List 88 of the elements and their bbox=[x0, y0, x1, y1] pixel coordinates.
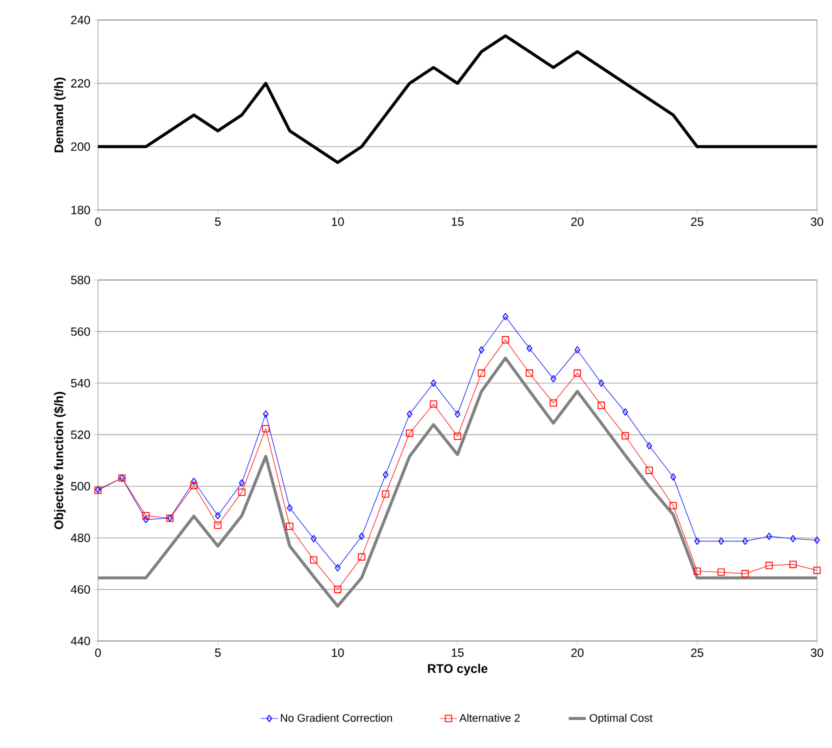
point bbox=[765, 562, 773, 570]
x-tick-label: 5 bbox=[214, 218, 221, 226]
point bbox=[238, 479, 245, 487]
x-tick-label: 10 bbox=[332, 648, 344, 657]
point bbox=[286, 522, 294, 530]
point bbox=[718, 538, 724, 545]
point bbox=[574, 346, 580, 354]
point bbox=[382, 471, 388, 478]
point bbox=[670, 473, 676, 481]
y-tick-label: 200 bbox=[71, 142, 90, 151]
x-tick-label: 20 bbox=[571, 218, 584, 226]
x-tick-label: 30 bbox=[810, 648, 824, 657]
point bbox=[143, 516, 149, 524]
legend-label: No Gradient Correction bbox=[280, 714, 392, 722]
y-tick-label: 460 bbox=[70, 585, 90, 594]
point bbox=[214, 522, 222, 529]
y-tick-label: 440 bbox=[70, 636, 90, 646]
y-tick-label: 220 bbox=[71, 79, 90, 88]
point bbox=[646, 442, 652, 450]
x-tick-label: 0 bbox=[95, 648, 101, 657]
point bbox=[191, 478, 197, 486]
point bbox=[358, 553, 366, 561]
point bbox=[214, 512, 221, 520]
point bbox=[238, 488, 246, 496]
point bbox=[789, 560, 797, 568]
point bbox=[526, 344, 532, 352]
point bbox=[142, 512, 150, 520]
point bbox=[790, 534, 796, 542]
point bbox=[454, 410, 460, 418]
y-tick-label: 580 bbox=[71, 276, 90, 284]
point bbox=[478, 369, 486, 377]
point bbox=[334, 564, 341, 572]
x-tick-label: 15 bbox=[452, 648, 464, 657]
point bbox=[550, 375, 556, 382]
point bbox=[310, 556, 318, 564]
y-tick-label: 560 bbox=[71, 327, 90, 336]
point bbox=[670, 502, 677, 510]
point bbox=[190, 482, 198, 490]
x-tick-label: 5 bbox=[214, 648, 221, 657]
x-tick-label: 25 bbox=[691, 218, 704, 226]
x-tick-label: 25 bbox=[691, 648, 704, 657]
legend-label: Optimal Cost bbox=[590, 714, 652, 724]
point bbox=[262, 410, 269, 418]
point bbox=[334, 586, 342, 594]
point bbox=[358, 532, 364, 540]
point bbox=[598, 379, 604, 387]
y-axis-title: Demand (t/h) bbox=[54, 78, 66, 152]
point bbox=[526, 369, 534, 377]
point bbox=[574, 369, 581, 377]
x-tick-label: 15 bbox=[452, 218, 464, 226]
point bbox=[813, 566, 821, 574]
point bbox=[430, 379, 436, 387]
point bbox=[622, 432, 629, 440]
point bbox=[766, 532, 772, 540]
y-tick-label: 540 bbox=[71, 378, 90, 388]
point bbox=[622, 408, 628, 416]
point bbox=[262, 425, 270, 432]
point bbox=[741, 570, 749, 578]
point bbox=[454, 432, 462, 440]
point bbox=[430, 400, 438, 408]
point bbox=[310, 534, 317, 542]
y-tick-label: 180 bbox=[71, 206, 90, 214]
point bbox=[742, 538, 748, 545]
y-axis-title: Objective function ($/h) bbox=[54, 392, 66, 530]
point bbox=[286, 504, 293, 512]
y-tick-label: 520 bbox=[71, 430, 90, 439]
y-tick-label: 500 bbox=[71, 482, 90, 491]
point bbox=[646, 466, 653, 474]
x-tick-label: 20 bbox=[571, 648, 584, 657]
point bbox=[717, 568, 725, 576]
point bbox=[502, 336, 510, 344]
x-tick-label: 10 bbox=[332, 218, 344, 226]
point bbox=[406, 430, 414, 437]
y-tick-label: 240 bbox=[71, 16, 90, 24]
x-tick-label: 0 bbox=[95, 218, 101, 226]
point bbox=[382, 490, 390, 498]
x-tick-label: 30 bbox=[810, 218, 824, 226]
y-tick-label: 480 bbox=[70, 534, 90, 542]
point bbox=[550, 399, 558, 407]
point bbox=[406, 410, 412, 418]
point bbox=[598, 402, 605, 409]
point bbox=[502, 312, 508, 320]
point bbox=[694, 538, 700, 545]
point bbox=[478, 346, 484, 354]
legend-label: Alternative 2 bbox=[459, 714, 520, 722]
x-axis-title: RTO cycle bbox=[428, 664, 488, 676]
point bbox=[814, 536, 820, 544]
point bbox=[694, 567, 701, 575]
